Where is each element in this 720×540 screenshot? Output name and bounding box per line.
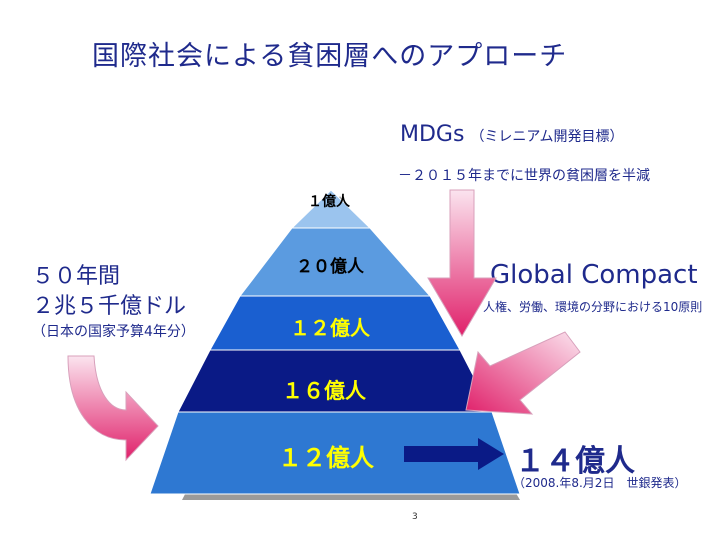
global-compact-description: 人権、労働、環境の分野における10原則 (483, 300, 703, 314)
curved-arrow (67, 355, 159, 462)
pyramid-tier-5-label: １２億人 (278, 444, 374, 472)
mdgs-subtitle: （ミレニアム開発目標） (470, 129, 624, 145)
right-source-note: （2008.年8.月2日 世銀発表） (513, 476, 687, 490)
mdgs-heading: MDGs （ミレニアム開発目標） (400, 122, 623, 147)
mdgs-description: －２０１５年までに世界の貧困層を半減 (398, 168, 650, 184)
right-total-text: １４億人 (515, 444, 635, 479)
right-arrow (404, 438, 504, 470)
mdgs-arrow (427, 189, 497, 337)
global-compact-heading: Global Compact (490, 260, 698, 290)
pyramid-tier-4-label: １６億人 (282, 379, 366, 403)
left-note-text: （日本の国家予算4年分） (32, 324, 195, 340)
pyramid-tier-1-label: １億人 (308, 193, 351, 210)
pyramid-tier-2-label: ２０億人 (296, 256, 365, 277)
mdgs-label: MDGs (400, 122, 465, 147)
left-amount-text: ２兆５千億ドル (32, 294, 187, 319)
slide-title: 国際社会による貧困層へのアプローチ (92, 41, 568, 72)
pyramid-tier-3-label: １２億人 (290, 316, 371, 340)
left-years-text: ５０年間 (32, 264, 121, 289)
pyramid-tier-5 (149, 411, 521, 495)
page-number: 3 (412, 512, 418, 522)
global-compact-arrow (465, 331, 581, 415)
